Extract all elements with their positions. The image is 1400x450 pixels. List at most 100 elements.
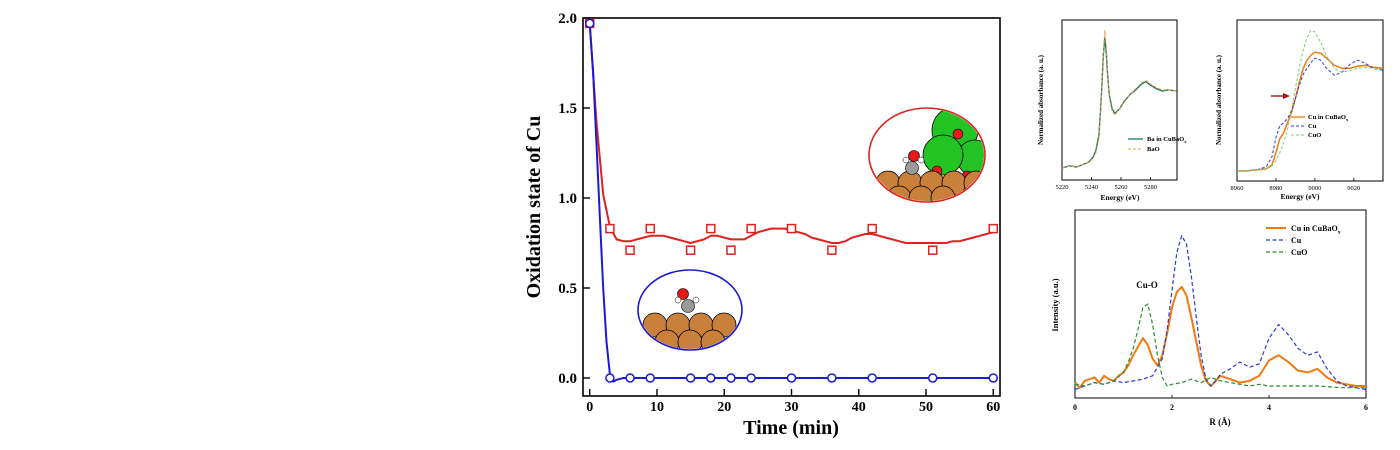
legend-label: CuO — [1308, 132, 1321, 139]
x-tick-label: 8980 — [1269, 185, 1282, 192]
legend-label: Ba in CuBaOx — [1147, 136, 1187, 144]
exafs-chart: 0 2 4 6 Cu in CuBaOx Cu CuO Cu-O R (Å) Inte… — [1050, 209, 1368, 427]
xanes-ba-line — [1061, 37, 1178, 169]
h-atom — [917, 156, 925, 164]
xanes-ba-ticks: 5220 5240 5260 5280 — [1056, 177, 1157, 191]
exafs-legend: Cu in CuBaOx Cu CuO — [1266, 224, 1341, 257]
xanes-ba-frame — [1061, 19, 1178, 181]
c-atom — [681, 299, 695, 313]
y-tick-label: 1.0 — [558, 191, 577, 207]
data-point-circle — [706, 373, 716, 383]
o-atom — [908, 150, 920, 162]
xanes-cu-ylabel: Normalized absorbance (a. u.) — [1215, 54, 1223, 145]
data-point-square — [988, 223, 999, 234]
xanes-cu-line — [1237, 29, 1384, 172]
data-point-circle — [786, 373, 797, 383]
oxidation-ticks: 0 10 20 30 40 50 60 0.0 0.5 1.0 1.5 2.0 — [558, 11, 1000, 415]
c-atom — [905, 161, 919, 175]
oxidation-ylabel: Oxidation state of Cu — [523, 116, 545, 299]
oxidation-plot-frame — [582, 17, 1001, 397]
x-tick-label: 5240 — [1085, 184, 1098, 191]
x-tick-label: 40 — [852, 400, 866, 415]
cu-atom — [908, 185, 934, 201]
arrow-head-icon — [1283, 93, 1290, 99]
xanes-ba-chart: 5220 5240 5260 5280 Ba in CuBaOx BaO Energy… — [1037, 19, 1187, 202]
data-point-square — [867, 223, 877, 234]
x-tick-label: 5280 — [1144, 184, 1157, 191]
inset-cu-surface — [637, 269, 743, 351]
xanes-cu-line — [1237, 57, 1384, 172]
x-tick-label: 0 — [586, 400, 593, 415]
cu-atom — [886, 185, 912, 201]
legend-label: BaO — [1147, 146, 1160, 153]
x-tick-label: 6 — [1364, 403, 1368, 412]
x-tick-label: 5260 — [1114, 184, 1127, 191]
x-tick-label: 9020 — [1347, 185, 1360, 192]
xanes-ba-legend: Ba in CuBaOx BaO — [1128, 136, 1187, 153]
data-point-circle — [685, 373, 696, 383]
y-tick-label: 0.0 — [558, 371, 577, 387]
h-atom — [902, 156, 910, 164]
y-tick-label: 1.5 — [558, 101, 577, 117]
data-point-circle — [645, 373, 656, 383]
exafs-lines — [1074, 235, 1367, 391]
o-atom — [952, 128, 964, 140]
inset-cuba-surface — [868, 107, 986, 203]
legend-label: Cu in CuBaOx — [1291, 224, 1341, 236]
arrow-annotation — [1271, 93, 1290, 99]
xanes-cu-line — [1237, 51, 1384, 172]
data-point-circle — [726, 373, 736, 383]
oxidation-markers — [584, 18, 999, 383]
xanes-cu-chart: 8960 8980 9000 9020 Cu in CuBaOx Cu CuO Ene… — [1215, 19, 1384, 201]
x-tick-label: 0 — [1073, 403, 1077, 412]
data-point-circle — [827, 373, 837, 383]
xanes-ba-xlabel: Energy (eV) — [1101, 193, 1140, 202]
x-tick-label: 60 — [986, 400, 1000, 415]
y-tick-label: 0.5 — [558, 281, 577, 297]
data-point-square — [726, 245, 736, 255]
data-point-square — [625, 245, 635, 255]
cu-atom — [963, 170, 984, 196]
o-atom — [677, 288, 689, 300]
h-atom — [692, 296, 700, 304]
xanes-cu-xlabel: Energy (eV) — [1281, 192, 1320, 201]
y-tick-label: 2.0 — [558, 11, 577, 27]
x-tick-label: 9000 — [1308, 185, 1321, 192]
data-point-square — [645, 223, 656, 234]
x-tick-label: 10 — [650, 400, 664, 415]
legend-label: Cu — [1291, 236, 1302, 245]
data-point-circle — [605, 373, 615, 383]
h-atom — [674, 296, 682, 304]
exafs-xlabel: R (Å) — [1209, 417, 1230, 427]
data-point-circle — [927, 373, 938, 383]
xanes-ba-lines — [1061, 30, 1178, 169]
x-tick-label: 4 — [1267, 403, 1271, 412]
data-point-circle — [988, 373, 999, 383]
exafs-annotation-cu-o: Cu-O — [1136, 280, 1158, 290]
xanes-cu-legend: Cu in CuBaOx Cu CuO — [1291, 114, 1349, 139]
xanes-cu-frame — [1236, 19, 1384, 182]
data-point-square — [746, 223, 756, 234]
data-point-circle — [867, 373, 877, 383]
data-point-square — [706, 223, 716, 234]
fit-line-cu — [588, 23, 994, 383]
xanes-cu-lines — [1237, 29, 1384, 172]
data-point-circle — [584, 18, 595, 29]
data-point-square — [927, 245, 938, 255]
exafs-ticks: 0 2 4 6 — [1073, 395, 1368, 412]
data-point-square — [605, 223, 615, 234]
xanes-cu-ticks: 8960 8980 9000 9020 — [1231, 178, 1360, 192]
data-point-circle — [746, 373, 756, 383]
x-tick-label: 30 — [785, 400, 799, 415]
exafs-line — [1074, 285, 1366, 389]
xanes-ba-ylabel: Normalized absorbance (a. u.) — [1037, 54, 1045, 145]
data-point-square — [786, 223, 797, 234]
x-tick-label: 8960 — [1231, 185, 1244, 192]
x-tick-label: 2 — [1170, 403, 1174, 412]
data-point-circle — [625, 373, 635, 383]
data-point-square — [685, 245, 696, 255]
x-tick-label: 5220 — [1056, 184, 1069, 191]
ba-atom — [922, 134, 964, 176]
